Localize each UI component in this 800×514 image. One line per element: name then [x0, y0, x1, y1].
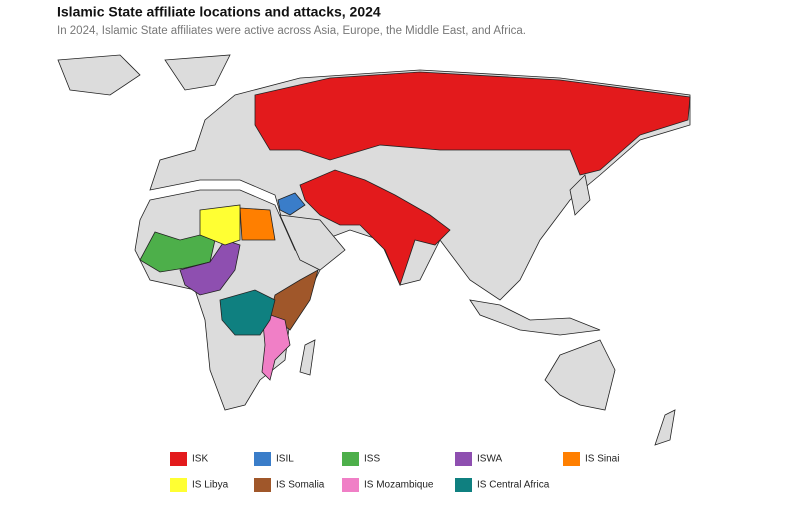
title: Islamic State affiliate locations and at… [57, 4, 381, 20]
mozambique-region [261, 311, 291, 381]
isk-russia [254, 71, 691, 176]
isk-south-asia [299, 169, 451, 287]
libya-region [199, 204, 241, 246]
legend-label: ISIL [276, 454, 294, 465]
new-zealand [654, 409, 676, 446]
legend-label: IS Sinai [585, 454, 619, 465]
legend-swatch [254, 478, 271, 492]
greenland [164, 54, 231, 91]
madagascar [299, 339, 316, 376]
iswa-region [179, 239, 241, 296]
legend-swatch [342, 478, 359, 492]
somalia-region [269, 269, 319, 331]
legend-swatch [455, 452, 472, 466]
indonesia [469, 299, 601, 336]
legend-swatch [455, 478, 472, 492]
legend-label: ISS [364, 454, 380, 465]
legend-swatch [170, 452, 187, 466]
isil-region [277, 192, 306, 216]
legend-label: IS Libya [192, 480, 229, 491]
japan [569, 174, 591, 216]
subtitle: In 2024, Islamic State affiliates were a… [57, 25, 526, 37]
central-africa-region [219, 289, 276, 336]
legend-label: ISWA [477, 454, 503, 465]
legend-swatch [342, 452, 359, 466]
north-america [57, 54, 141, 96]
legend-label: IS Somalia [276, 480, 325, 491]
legend-swatch [170, 478, 187, 492]
arabia [279, 214, 346, 271]
sinai-region [239, 207, 276, 241]
australia [544, 339, 616, 411]
legend: ISK ISIL ISS ISWA IS Sinai IS Libya IS Somalia… [170, 452, 619, 492]
affiliate-regions [139, 71, 691, 381]
legend-label: ISK [192, 454, 208, 465]
legend-swatch [563, 452, 580, 466]
legend-swatch [254, 452, 271, 466]
legend-label: IS Central Africa [477, 480, 550, 491]
legend-label: IS Mozambique [364, 480, 434, 491]
